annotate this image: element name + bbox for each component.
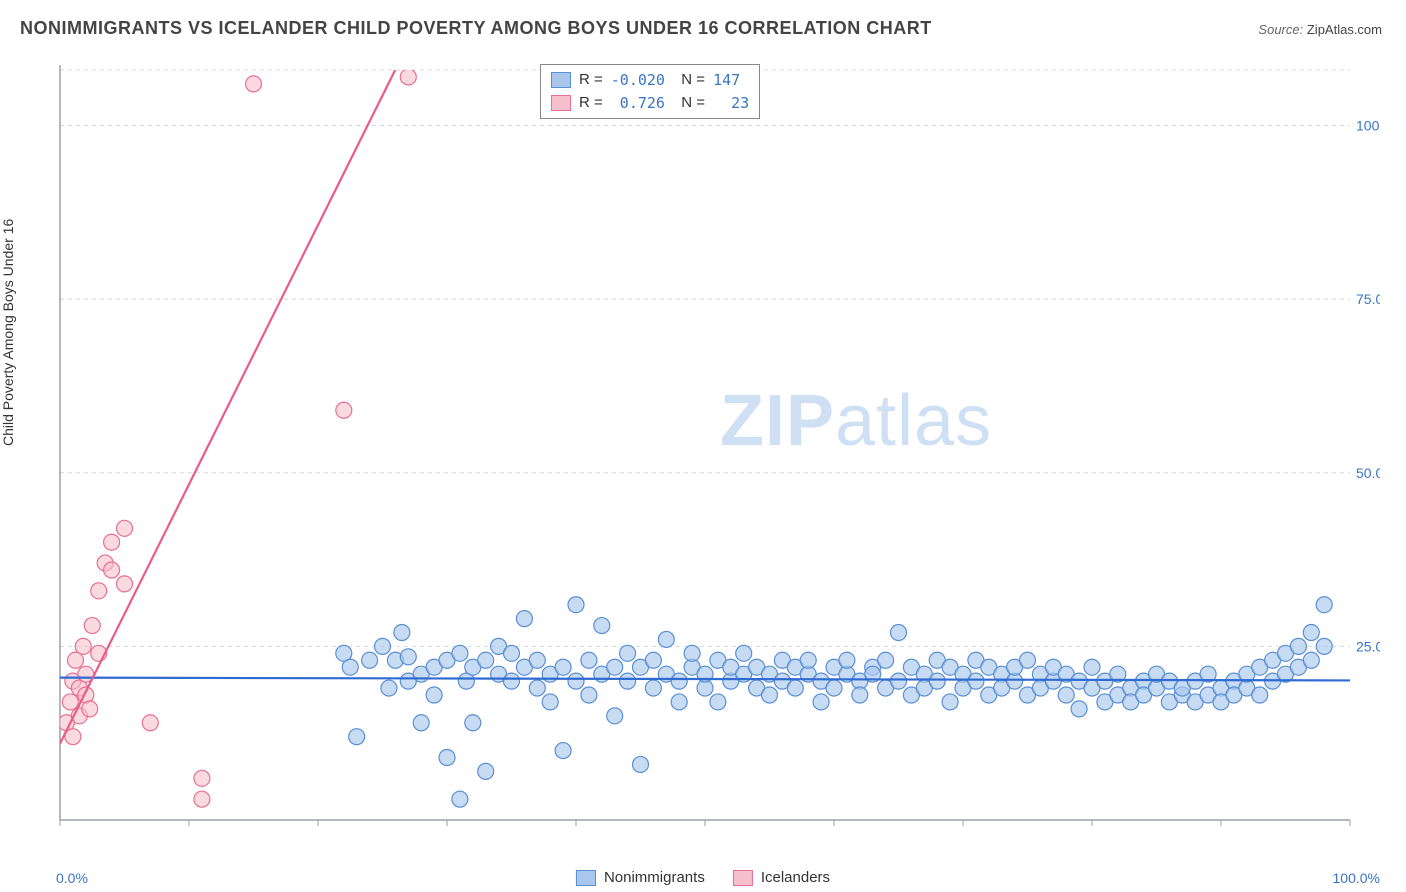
source-value: ZipAtlas.com	[1307, 22, 1382, 37]
statistics-legend: R = -0.020 N = 147 R = 0.726 N = 23	[540, 64, 760, 119]
stats-row-nonimmigrants: R = -0.020 N = 147	[551, 69, 749, 92]
chart-title: NONIMMIGRANTS VS ICELANDER CHILD POVERTY…	[20, 18, 932, 39]
source-label: Source:	[1258, 22, 1303, 37]
svg-text:50.0%: 50.0%	[1356, 465, 1380, 481]
legend-swatch-icelanders	[733, 870, 753, 886]
stats-row-icelanders: R = 0.726 N = 23	[551, 92, 749, 115]
chart-svg: 25.0% 50.0% 75.0% 100.0%	[50, 60, 1380, 840]
svg-text:100.0%: 100.0%	[1356, 118, 1380, 134]
series-legend: Nonimmigrants Icelanders	[576, 869, 830, 886]
legend-swatch-nonimmigrants	[576, 870, 596, 886]
n-value-nonimmigrants: 147	[713, 69, 740, 92]
y-axis-label: Child Poverty Among Boys Under 16	[0, 219, 16, 446]
svg-text:25.0%: 25.0%	[1356, 638, 1380, 654]
correlation-scatter-plot: 25.0% 50.0% 75.0% 100.0%	[50, 60, 1380, 840]
n-value-icelanders: 23	[713, 92, 749, 115]
r-value-icelanders: 0.726	[611, 92, 665, 115]
legend-label-nonimmigrants: Nonimmigrants	[604, 869, 705, 886]
r-value-nonimmigrants: -0.020	[611, 69, 665, 92]
source-attribution: Source: ZipAtlas.com	[1258, 22, 1382, 37]
legend-label-icelanders: Icelanders	[761, 869, 830, 886]
swatch-icelanders	[551, 95, 571, 111]
legend-item-icelanders: Icelanders	[733, 869, 830, 886]
x-axis-max-label: 100.0%	[1333, 870, 1380, 886]
x-axis-min-label: 0.0%	[56, 870, 88, 886]
swatch-nonimmigrants	[551, 72, 571, 88]
legend-item-nonimmigrants: Nonimmigrants	[576, 869, 705, 886]
svg-text:75.0%: 75.0%	[1356, 291, 1380, 307]
